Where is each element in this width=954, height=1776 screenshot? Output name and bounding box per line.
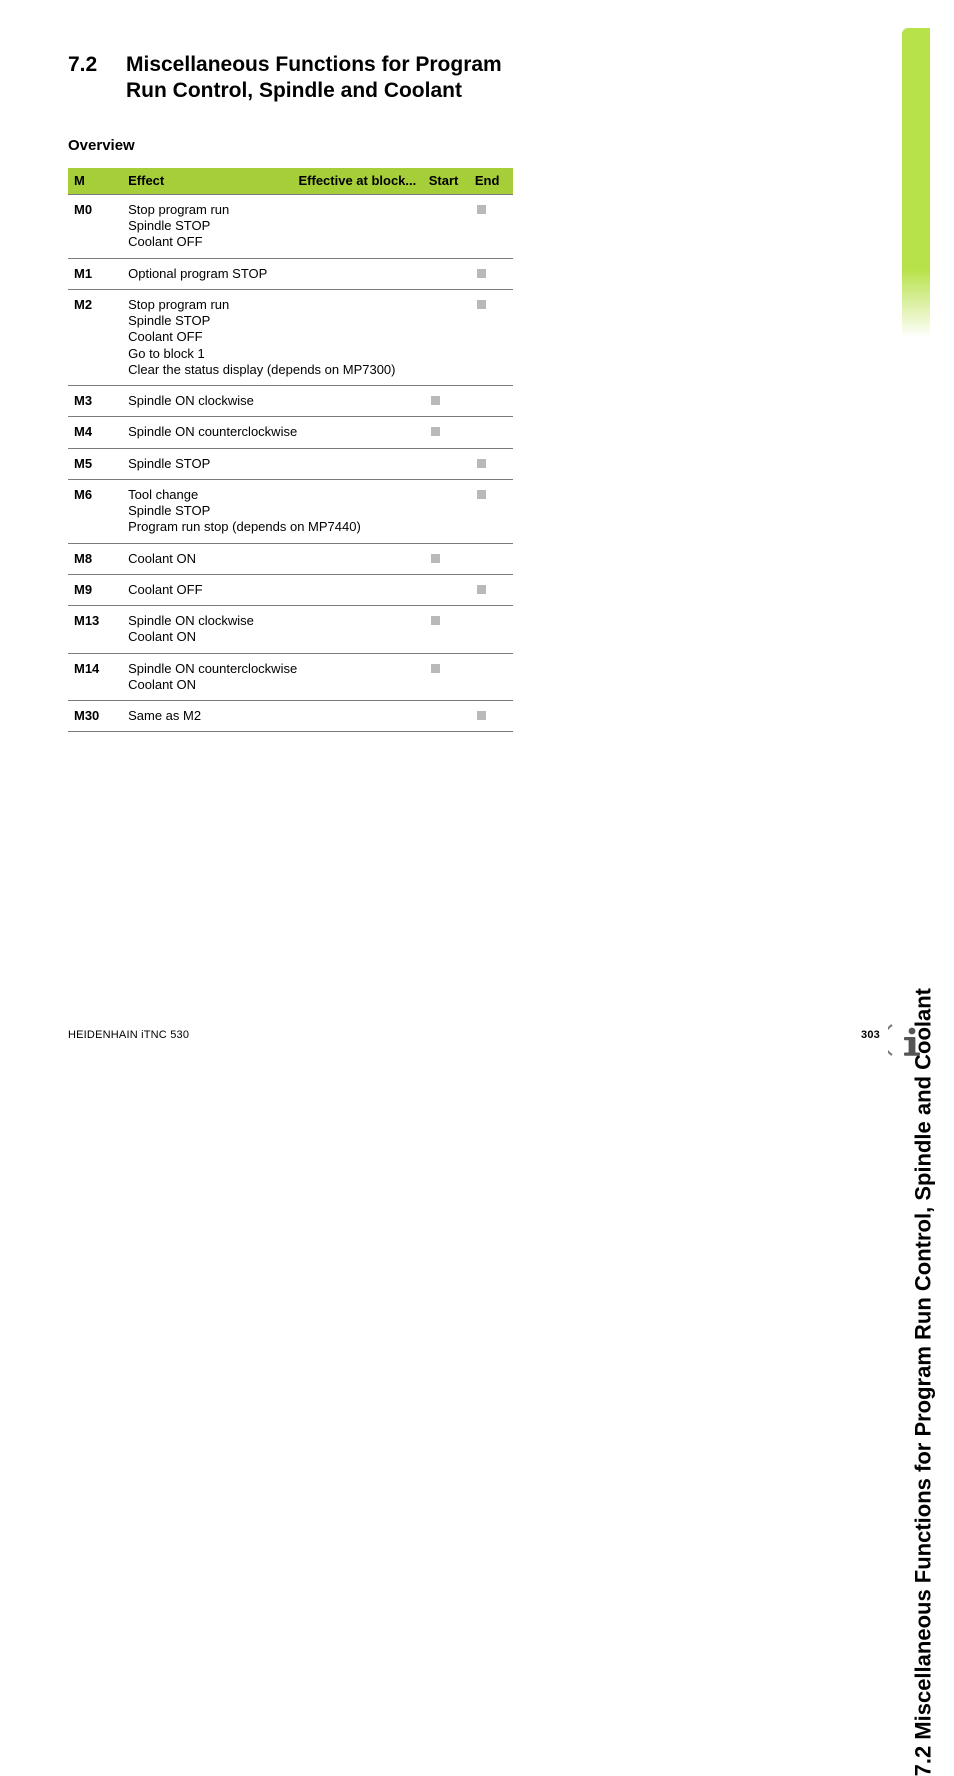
cell-effect: Spindle ON counterclockwiseCoolant ON (122, 653, 423, 701)
cell-effect: Optional program STOP (122, 258, 423, 289)
m-functions-table: M Effect Effective at block... Start End… (68, 168, 513, 733)
table-row: M1Optional program STOP (68, 258, 513, 289)
table-row: M4Spindle ON counterclockwise (68, 417, 513, 448)
cell-end (469, 606, 513, 654)
table-row: M8Coolant ON (68, 543, 513, 574)
cell-start (423, 386, 469, 417)
cell-m: M8 (68, 543, 122, 574)
cell-start (423, 543, 469, 574)
col-header-effect: Effect (122, 168, 292, 195)
cell-m: M3 (68, 386, 122, 417)
cell-end (469, 258, 513, 289)
cell-effect: Coolant ON (122, 543, 423, 574)
cell-end (469, 574, 513, 605)
cell-effect: Same as M2 (122, 701, 423, 732)
table-row: M2Stop program runSpindle STOPCoolant OF… (68, 289, 513, 385)
cell-m: M14 (68, 653, 122, 701)
cell-m: M1 (68, 258, 122, 289)
cell-start (423, 417, 469, 448)
cell-start (423, 701, 469, 732)
table-row: M5Spindle STOP (68, 448, 513, 479)
cell-effect: Stop program runSpindle STOPCoolant OFF (122, 194, 423, 258)
cell-end (469, 448, 513, 479)
table-row: M6Tool changeSpindle STOPProgram run sto… (68, 479, 513, 543)
col-header-end: End (469, 168, 513, 195)
subheading: Overview (68, 137, 513, 154)
col-header-start: Start (423, 168, 469, 195)
cell-effect: Spindle ON clockwise (122, 386, 423, 417)
table-row: M9Coolant OFF (68, 574, 513, 605)
table-row: M3Spindle ON clockwise (68, 386, 513, 417)
main-content: 7.2 Miscellaneous Functions for Program … (68, 52, 513, 732)
cell-end (469, 701, 513, 732)
cell-m: M30 (68, 701, 122, 732)
section-number: 7.2 (68, 52, 108, 78)
cell-end (469, 194, 513, 258)
table-head: M Effect Effective at block... Start End (68, 168, 513, 195)
page: 7.2 Miscellaneous Functions for Program … (0, 0, 954, 1091)
cell-start (423, 479, 469, 543)
cell-m: M0 (68, 194, 122, 258)
cell-start (423, 653, 469, 701)
cell-m: M4 (68, 417, 122, 448)
cell-end (469, 386, 513, 417)
footer-page-number: 303 (861, 1029, 880, 1041)
cell-effect: Spindle STOP (122, 448, 423, 479)
cell-m: M13 (68, 606, 122, 654)
page-footer: HEIDENHAIN iTNC 530 303 (68, 1029, 880, 1041)
side-tab-text: 7.2 Miscellaneous Functions for Program … (910, 988, 936, 1776)
table-body: M0Stop program runSpindle STOPCoolant OF… (68, 194, 513, 732)
cell-start (423, 258, 469, 289)
cell-end (469, 479, 513, 543)
col-header-m: M (68, 168, 122, 195)
cell-effect: Spindle ON counterclockwise (122, 417, 423, 448)
cell-end (469, 653, 513, 701)
col-header-effective-at-block: Effective at block... (292, 168, 422, 195)
cell-start (423, 448, 469, 479)
cell-start (423, 606, 469, 654)
side-tab-stripe (902, 28, 930, 338)
table-row: M13Spindle ON clockwiseCoolant ON (68, 606, 513, 654)
cell-start (423, 574, 469, 605)
cell-effect: Spindle ON clockwiseCoolant ON (122, 606, 423, 654)
cell-start (423, 289, 469, 385)
cell-m: M2 (68, 289, 122, 385)
table-row: M0Stop program runSpindle STOPCoolant OF… (68, 194, 513, 258)
section-heading: 7.2 Miscellaneous Functions for Program … (68, 52, 513, 105)
cell-effect: Stop program runSpindle STOPCoolant OFFG… (122, 289, 423, 385)
cell-m: M6 (68, 479, 122, 543)
cell-end (469, 543, 513, 574)
table-row: M30Same as M2 (68, 701, 513, 732)
cell-end (469, 289, 513, 385)
side-tab: 7.2 Miscellaneous Functions for Program … (890, 28, 930, 988)
info-icon (888, 1019, 930, 1061)
cell-start (423, 194, 469, 258)
cell-m: M9 (68, 574, 122, 605)
cell-m: M5 (68, 448, 122, 479)
cell-end (469, 417, 513, 448)
section-title: Miscellaneous Functions for Program Run … (126, 52, 513, 105)
footer-left: HEIDENHAIN iTNC 530 (68, 1029, 189, 1041)
table-row: M14Spindle ON counterclockwiseCoolant ON (68, 653, 513, 701)
cell-effect: Coolant OFF (122, 574, 423, 605)
cell-effect: Tool changeSpindle STOPProgram run stop … (122, 479, 423, 543)
